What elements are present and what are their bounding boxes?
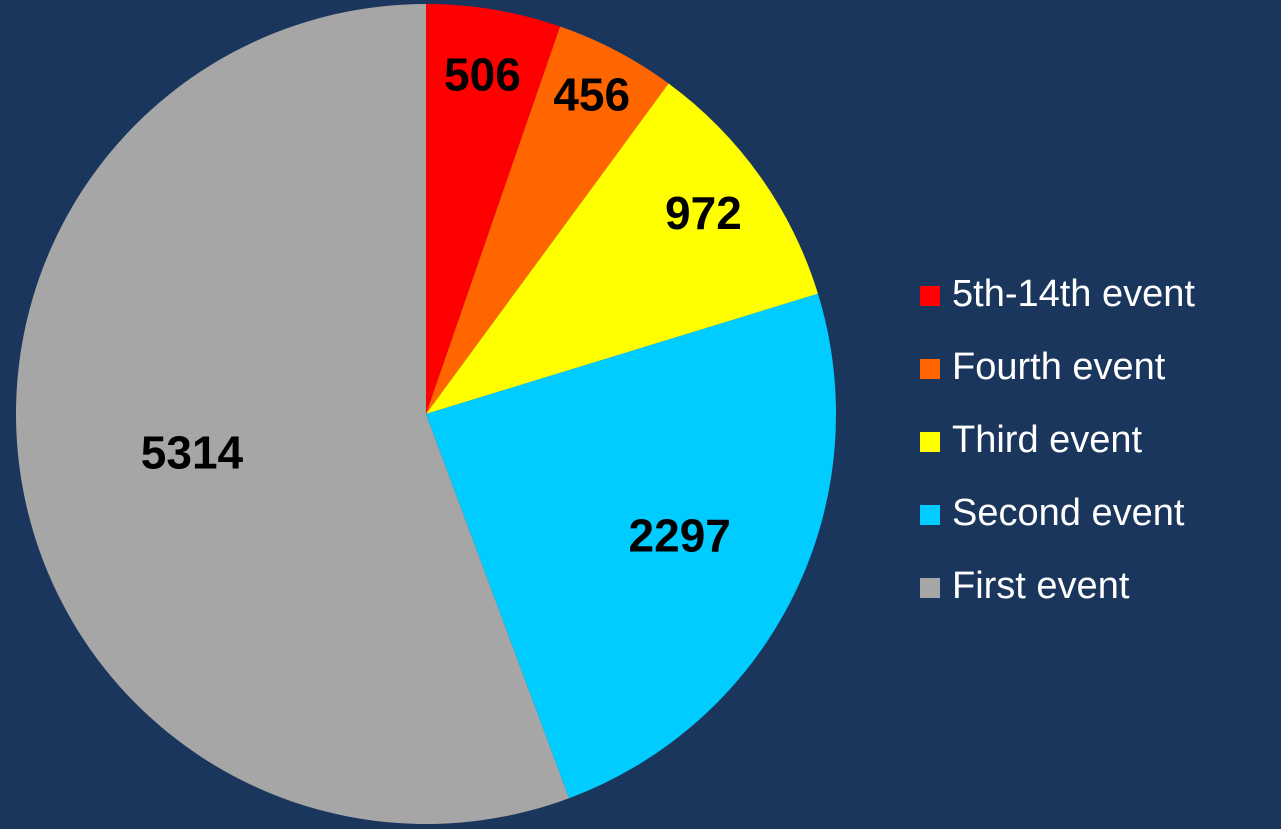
pie-slice [426, 26, 669, 414]
data-label: 972 [665, 187, 742, 239]
pie-slice [426, 4, 561, 414]
pie-slice [426, 83, 818, 414]
legend-swatch [920, 286, 940, 306]
data-label: 5314 [141, 426, 244, 478]
legend-label: Second event [952, 492, 1185, 534]
pie-slice [426, 293, 836, 799]
data-label: 506 [444, 49, 521, 101]
data-label: 456 [553, 68, 630, 120]
legend-swatch [920, 505, 940, 525]
legend-label: 5th-14th event [952, 273, 1195, 315]
legend-label: First event [952, 565, 1130, 607]
legend-swatch [920, 578, 940, 598]
data-label: 2297 [629, 509, 731, 561]
legend-swatch [920, 359, 940, 379]
legend-label: Third event [952, 419, 1143, 461]
pie-slice [16, 4, 570, 824]
legend-swatch [920, 432, 940, 452]
legend-label: Fourth event [952, 346, 1166, 388]
